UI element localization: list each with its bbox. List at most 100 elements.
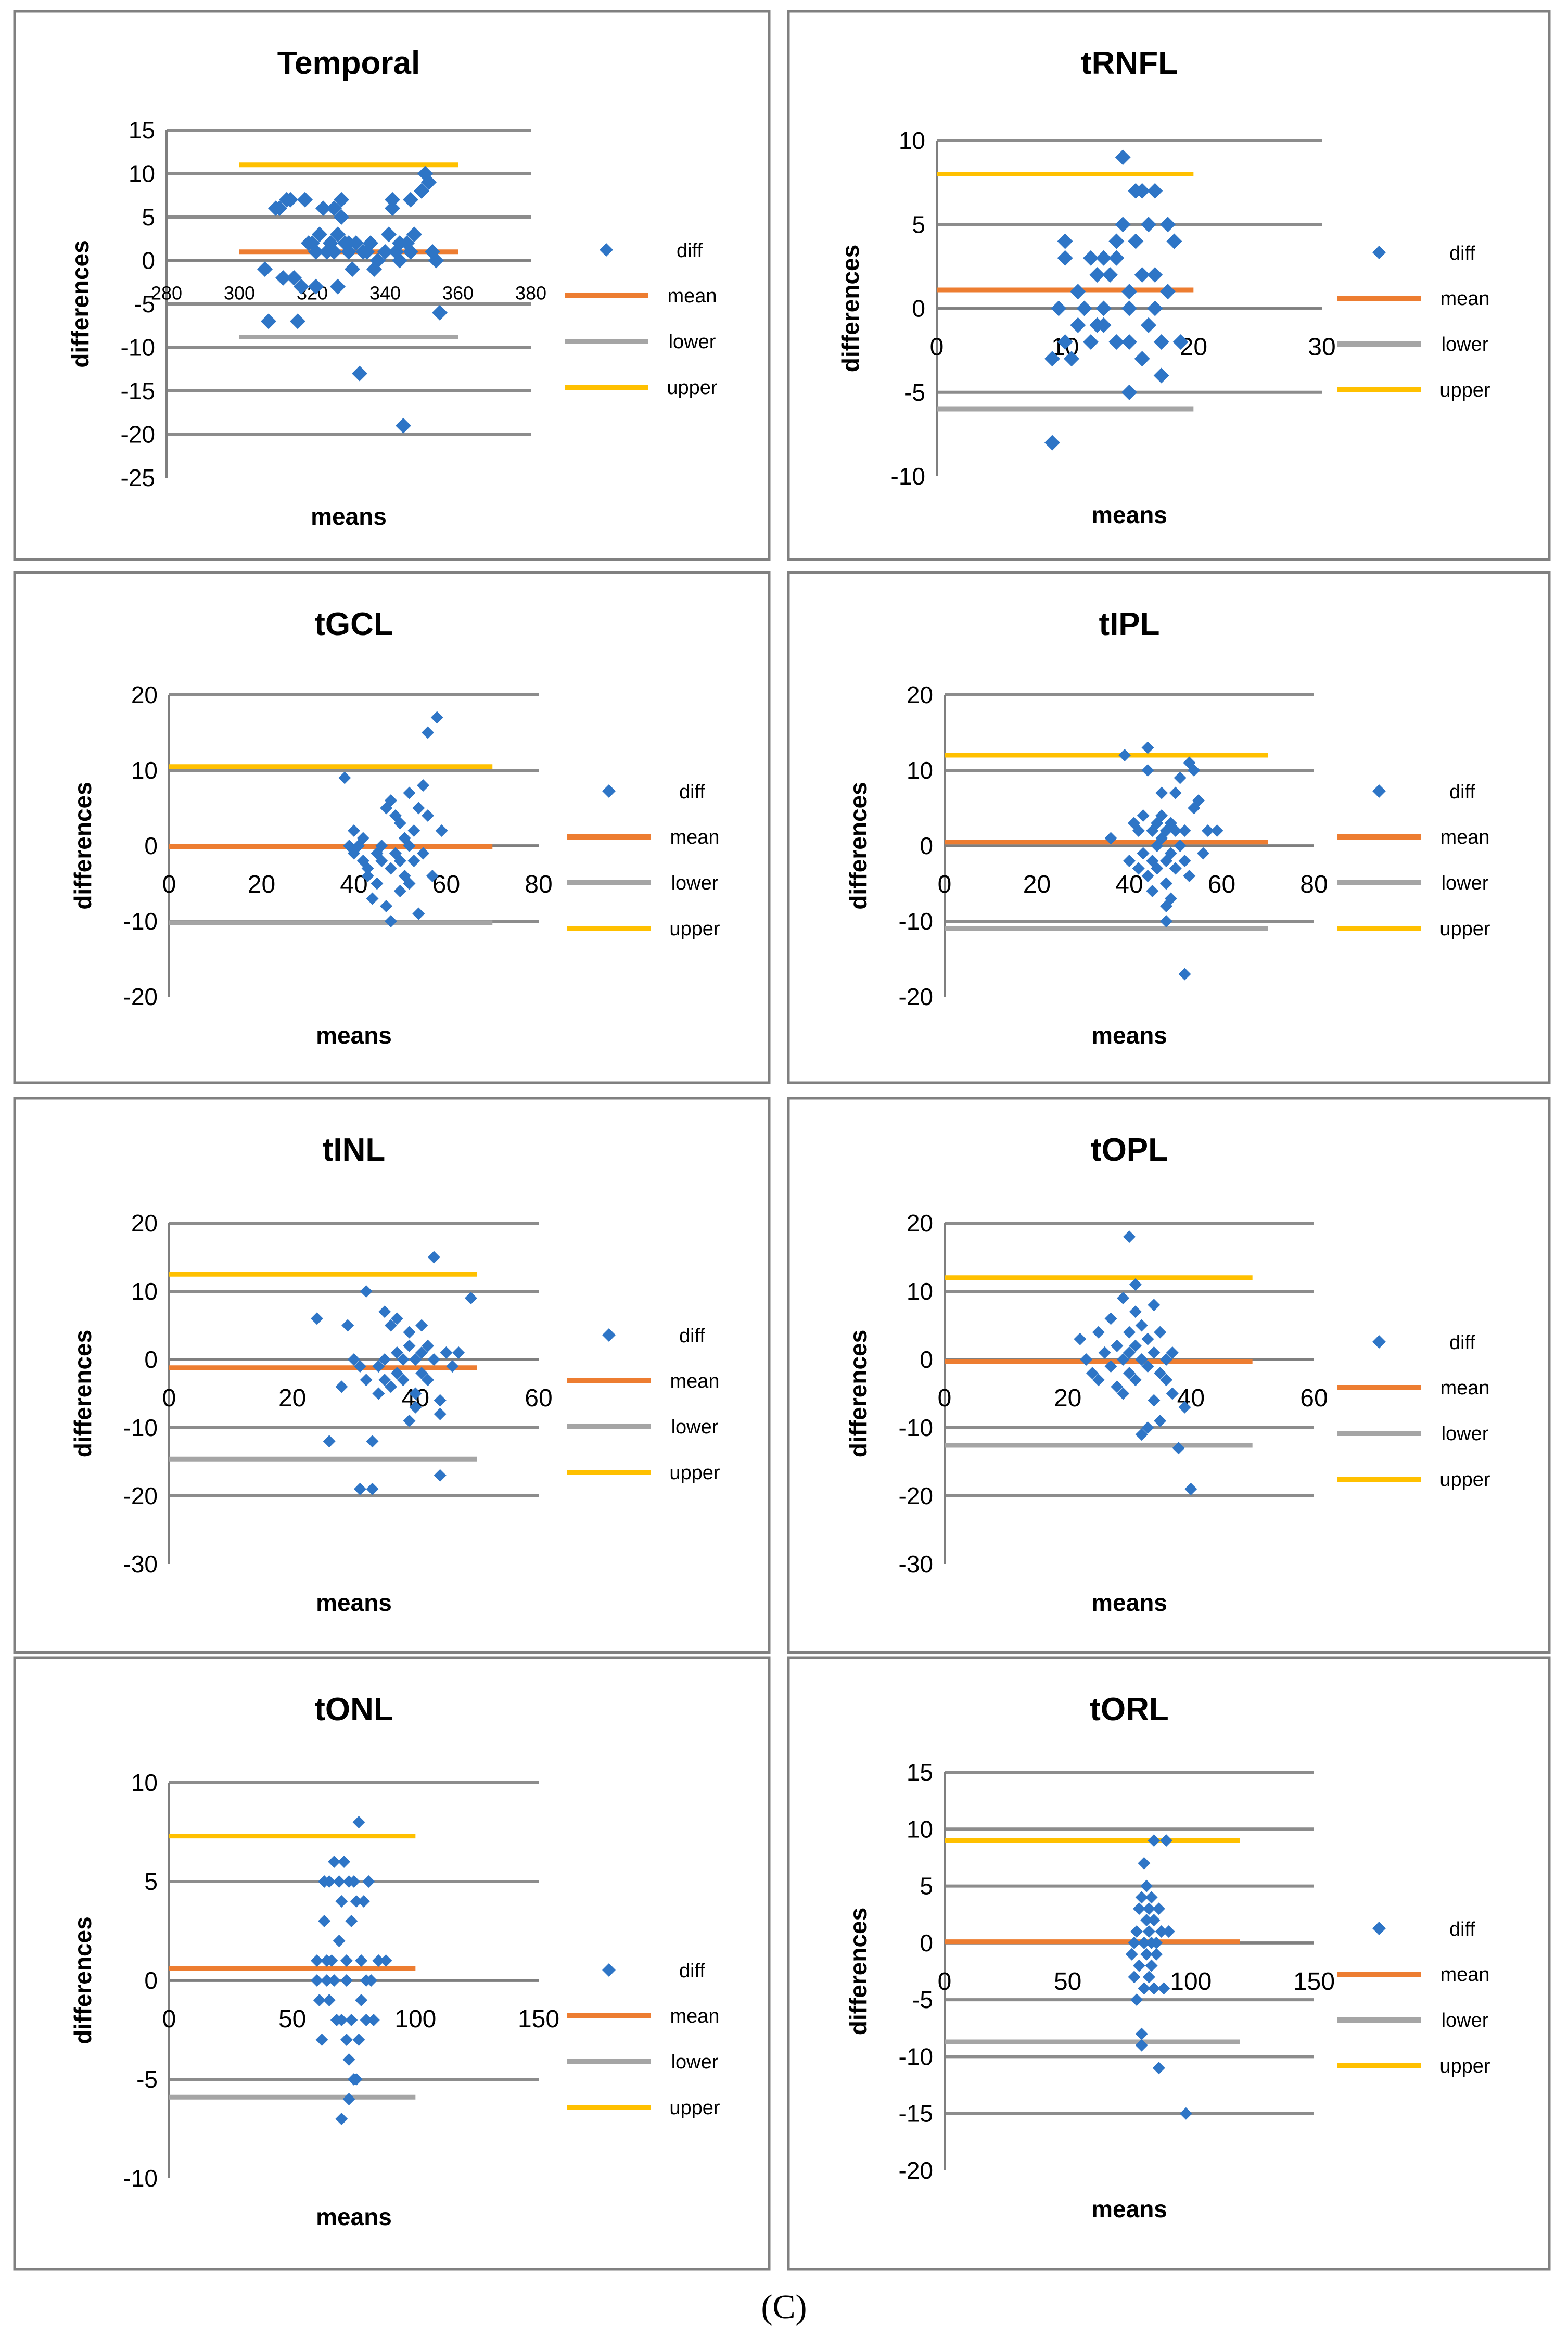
chart-frame (787, 1656, 1551, 2271)
chart-frame (787, 1097, 1551, 1654)
figure-caption: (C) (761, 2288, 807, 2326)
data-point (1141, 317, 1156, 333)
x-tick-label: 40 (1115, 871, 1143, 898)
data-point (1178, 855, 1191, 867)
legend-upper-label: upper (669, 918, 720, 940)
data-point (272, 200, 287, 217)
y-tick-label: 15 (129, 117, 155, 144)
data-point (407, 855, 420, 867)
data-point (378, 1353, 391, 1366)
data-point (297, 192, 313, 208)
legend-upper-label: upper (667, 377, 718, 399)
y-tick-label: -15 (899, 2100, 933, 2127)
data-point (1146, 885, 1159, 897)
data-point (434, 1469, 447, 1482)
data-point (328, 1974, 341, 1987)
x-tick-label: 300 (224, 283, 255, 304)
data-point (1160, 284, 1176, 300)
data-point (1135, 1319, 1148, 1332)
data-point (1155, 1925, 1168, 1938)
data-point (311, 1974, 323, 1987)
data-point (1108, 233, 1125, 249)
x-axis-label: means (316, 2203, 392, 2230)
data-point (342, 2093, 355, 2105)
y-tick-label: -10 (899, 1414, 933, 1441)
data-point (421, 174, 437, 190)
data-point (341, 244, 356, 260)
data-point (320, 1974, 333, 1987)
data-point (366, 892, 379, 905)
y-tick-label: -20 (123, 983, 158, 1010)
data-point (407, 824, 420, 837)
x-tick-label: 0 (162, 871, 176, 898)
data-point (1184, 1482, 1197, 1495)
data-point (1129, 1305, 1142, 1318)
data-point (1164, 847, 1177, 860)
data-point (1138, 1857, 1151, 1870)
data-point (326, 244, 342, 260)
data-point (312, 226, 327, 243)
data-point (390, 1312, 403, 1325)
data-point (403, 840, 416, 852)
data-point (1129, 1339, 1142, 1352)
data-point (334, 192, 349, 208)
y-tick-label: -30 (123, 1551, 158, 1578)
y-tick-label: -10 (899, 2043, 933, 2070)
data-point (1095, 250, 1112, 266)
data-point (308, 278, 324, 295)
legend-diff-label: diff (679, 781, 705, 803)
data-point (428, 252, 444, 269)
legend-diff-marker (600, 243, 613, 257)
data-point (345, 2014, 358, 2026)
data-point (340, 2034, 353, 2046)
data-point (1095, 317, 1112, 333)
data-point (1117, 1292, 1130, 1305)
y-tick-label: 10 (131, 1769, 158, 1796)
data-point (1092, 1374, 1105, 1387)
chart-title: tRNFL (1081, 45, 1178, 81)
data-point (1057, 334, 1073, 350)
legend-upper-label: upper (1439, 2055, 1490, 2077)
data-point (360, 1285, 373, 1298)
y-tick-label: 10 (907, 1815, 933, 1843)
y-tick-label: 10 (907, 1278, 933, 1305)
legend-lower-label: lower (671, 1416, 719, 1438)
data-point (396, 417, 411, 434)
data-point (1140, 1948, 1153, 1961)
data-point (1178, 824, 1191, 837)
data-point (335, 1380, 348, 1393)
y-tick-label: 15 (907, 1759, 933, 1786)
legend-diff-label: diff (679, 1960, 705, 1982)
data-point (446, 1360, 459, 1373)
data-point (1117, 1387, 1130, 1400)
chart-frame (13, 571, 771, 1084)
legend-diff-label: diff (1449, 781, 1475, 803)
data-point (348, 235, 364, 251)
data-point (385, 192, 400, 208)
data-point (412, 802, 425, 815)
y-axis-label: differences (837, 245, 864, 372)
data-point (1169, 824, 1182, 837)
data-point (403, 192, 418, 208)
data-point (385, 1380, 397, 1393)
legend-lower-label: lower (671, 2051, 719, 2073)
legend-lower-label: lower (1442, 2010, 1489, 2031)
data-point (1125, 1948, 1138, 1961)
data-point (1115, 149, 1131, 166)
y-tick-label: 0 (920, 1346, 933, 1373)
x-tick-label: 80 (1300, 871, 1328, 898)
data-point (1197, 847, 1209, 860)
data-point (385, 200, 400, 217)
data-point (1104, 1312, 1117, 1325)
data-point (422, 726, 434, 739)
data-point (1135, 1891, 1148, 1904)
data-point (434, 1407, 447, 1420)
y-tick-label: 10 (131, 757, 158, 784)
data-point (1140, 1879, 1153, 1892)
data-point (355, 1954, 368, 1967)
data-point (1142, 1902, 1155, 1915)
data-point (1145, 1891, 1158, 1904)
data-point (403, 1339, 416, 1352)
data-point (348, 1875, 360, 1888)
